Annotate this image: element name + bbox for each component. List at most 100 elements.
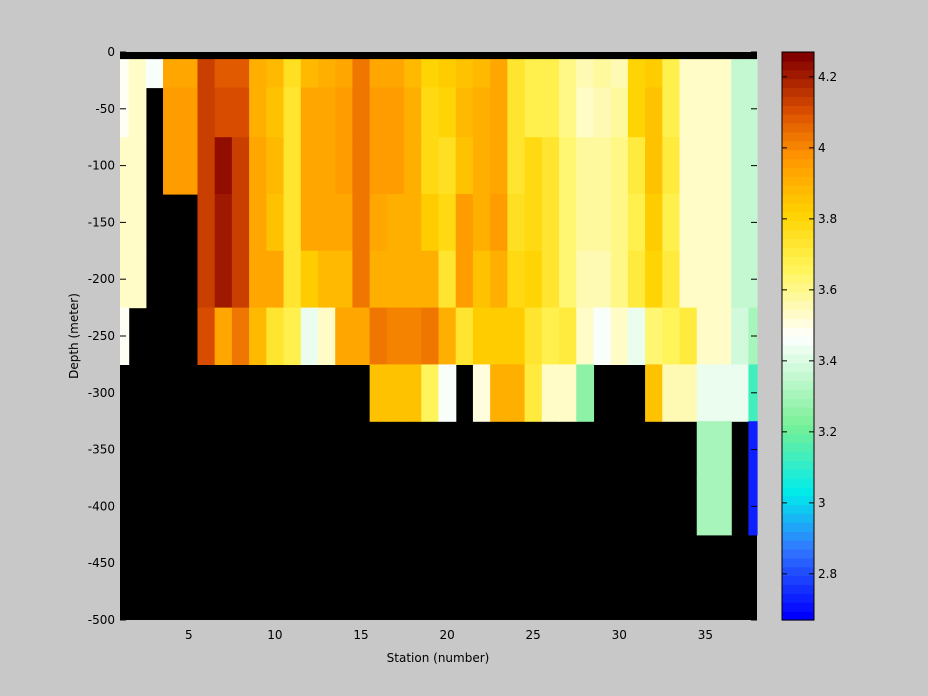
colorbar-band [782,60,814,71]
heatmap-cell [300,137,319,195]
heatmap-cell [386,194,405,252]
heatmap-cell [231,87,250,138]
heatmap-cell [369,307,388,365]
heatmap-cell [662,307,681,365]
heatmap-cell [541,250,560,309]
heatmap-cell [266,59,285,89]
heatmap-cell [214,59,233,89]
heatmap-cell [731,364,749,422]
y-tick-label: -450 [88,556,115,570]
heatmap-cell [197,137,216,195]
heatmap-cell [541,307,560,365]
heatmap-cell [472,194,491,252]
heatmap-cell [662,137,681,195]
heatmap-cell [472,137,491,195]
heatmap-cell [438,307,457,365]
heatmap-cell [352,87,371,138]
heatmap-cell [300,87,319,138]
heatmap-cell [472,307,491,365]
heatmap-cell [645,59,663,89]
colorbar-band [782,575,814,586]
heatmap-cell [404,59,422,89]
heatmap-cell [369,59,388,89]
heatmap-cell [369,364,388,422]
heatmap-cell [696,87,715,138]
heatmap-cell [197,307,216,365]
heatmap-cell [438,194,457,252]
heatmap-cell [231,250,250,309]
y-tick-label: -50 [95,102,115,116]
heatmap-cell [645,194,663,252]
heatmap-cell [438,87,457,138]
heatmap-cell [731,87,749,138]
heatmap-cell [404,307,422,365]
heatmap-cell [197,250,216,309]
heatmap-cell [713,364,732,422]
colorbar-tick-label: 4 [818,141,826,155]
colorbar-band [782,407,814,417]
heatmap-cell [352,250,371,309]
heatmap-cell [369,87,388,138]
heatmap-cell [472,59,491,89]
heatmap-cell [490,137,508,195]
heatmap-cell [214,137,233,195]
colorbar-band [782,318,814,328]
colorbar-band [782,265,814,275]
heatmap-cell [645,87,663,138]
heatmap-cell [696,194,715,252]
heatmap-cell [679,364,698,422]
heatmap-cell [455,137,474,195]
heatmap-cell [421,137,440,195]
colorbar-tick-label: 3.4 [818,354,837,368]
heatmap-cell [214,194,233,252]
heatmap-cell [559,137,577,195]
heatmap-cell [541,137,560,195]
colorbar-tick-label: 3.6 [818,283,837,297]
colorbar-band [782,238,814,248]
heatmap-cell [576,137,595,195]
heatmap-cell [120,87,130,138]
y-tick-label: -350 [88,443,115,457]
colorbar-band [782,327,814,337]
heatmap-cell [645,137,663,195]
heatmap-cell [386,364,405,422]
heatmap-cell [386,137,405,195]
colorbar-band [782,593,814,603]
heatmap-cell [593,59,612,89]
heatmap-cell [627,59,646,89]
heatmap-cell [231,137,250,195]
colorbar-band [782,469,814,479]
heatmap-cell [627,137,646,195]
heatmap-cell [490,250,508,309]
heatmap-cell [335,307,354,365]
heatmap-cell [662,87,681,138]
heatmap-cell [266,194,285,252]
colorbar-band [782,140,814,151]
x-tick-label: 10 [267,628,282,642]
colorbar-band [782,398,814,408]
heatmap-cell [541,87,560,138]
heatmap-cell [317,307,336,365]
heatmap-cell [662,194,681,252]
colorbar-band [782,540,814,550]
heatmap-cell [524,307,543,365]
heatmap-cell [593,194,612,252]
heatmap-cell [369,137,388,195]
heatmap-cell [163,87,181,138]
y-tick-label: -400 [88,499,115,513]
heatmap-cell [593,87,612,138]
colorbar-band [782,123,814,133]
heatmap-cell [559,307,577,365]
heatmap-cell [559,194,577,252]
colorbar-band [782,415,814,426]
heatmap-cell [593,307,612,365]
colorbar-band [782,167,814,177]
heatmap-cell [593,250,612,309]
heatmap-cell [335,137,354,195]
heatmap-cell [335,250,354,309]
colorbar-band [782,96,814,106]
heatmap-cell [713,59,732,89]
heatmap-cell [610,194,629,252]
heatmap-cell [386,87,405,138]
y-axis-label: Depth (meter) [67,293,81,379]
